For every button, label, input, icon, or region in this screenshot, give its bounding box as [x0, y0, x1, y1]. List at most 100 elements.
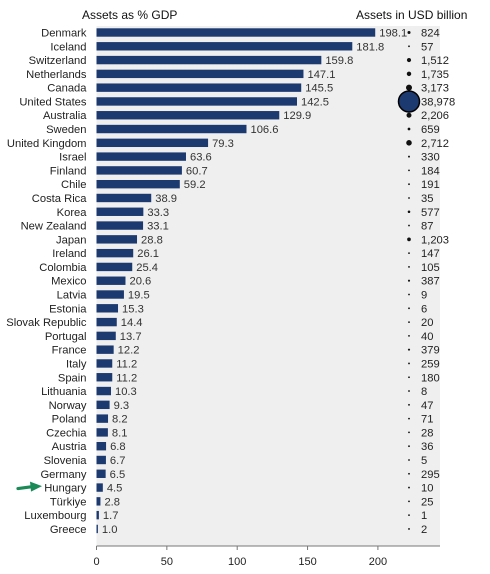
value-label: 159.8	[325, 55, 353, 67]
value-label: 28.8	[141, 234, 163, 246]
asset-label: 71	[421, 414, 433, 426]
category-label: Finland	[50, 165, 87, 177]
asset-bubble	[408, 169, 410, 172]
value-label: 11.2	[116, 358, 137, 370]
bar	[96, 248, 134, 258]
x-tick-label: 150	[298, 556, 316, 568]
asset-label: 2,712	[421, 138, 449, 150]
asset-label: 147	[421, 248, 440, 260]
chart-title: Assets as % GDP	[82, 8, 177, 22]
category-label: Mexico	[51, 276, 86, 288]
asset-bubble	[407, 348, 411, 351]
bar	[96, 455, 106, 465]
asset-label: 180	[421, 372, 440, 384]
value-label: 79.3	[212, 138, 234, 150]
asset-label: 35	[421, 193, 433, 205]
category-label: Australia	[43, 110, 87, 122]
asset-label: 28	[421, 427, 433, 439]
bar	[96, 483, 103, 492]
value-label: 60.7	[186, 165, 208, 177]
value-label: 147.1	[307, 69, 335, 81]
asset-labels-group: 824571,5121,7353,17338,9782,2066592,7123…	[421, 28, 455, 536]
x-tick-label: 200	[369, 556, 387, 568]
asset-bubble	[408, 486, 410, 489]
value-label: 8.1	[112, 427, 128, 439]
value-label: 13.7	[120, 331, 142, 343]
category-label: United States	[19, 96, 87, 108]
asset-bubble	[408, 390, 410, 392]
asset-bubble	[408, 197, 410, 199]
value-label: 6.5	[110, 469, 126, 481]
category-label: France	[52, 345, 87, 357]
asset-bubble	[408, 376, 410, 379]
asset-label: 2,206	[421, 110, 449, 122]
bar	[96, 373, 113, 382]
category-label: Netherlands	[26, 69, 87, 81]
x-tick-label: 0	[93, 556, 99, 568]
category-label: Italy	[66, 358, 87, 370]
category-label: Sweden	[46, 124, 86, 136]
category-label: Canada	[47, 83, 87, 95]
value-label: 14.4	[121, 317, 143, 329]
value-label: 6.8	[110, 441, 126, 453]
asset-bubble	[408, 307, 410, 310]
value-label: 9.3	[114, 400, 130, 412]
asset-bubble	[408, 500, 410, 503]
category-label: Poland	[52, 414, 87, 426]
category-label: Korea	[57, 207, 88, 219]
bar	[96, 179, 180, 189]
value-label: 38.9	[155, 193, 177, 205]
asset-bubble	[406, 71, 412, 77]
asset-bubble	[408, 403, 410, 406]
asset-label: 57	[421, 41, 433, 53]
bar	[96, 442, 107, 451]
asset-label: 36	[421, 441, 433, 453]
category-label: Lithuania	[41, 386, 87, 398]
value-label: 106.6	[250, 124, 278, 136]
value-label: 4.5	[107, 483, 123, 495]
value-label: 15.3	[122, 303, 144, 315]
asset-bubble	[408, 417, 410, 420]
value-label: 8.2	[112, 414, 128, 426]
bar	[96, 69, 304, 79]
bar	[96, 97, 297, 106]
value-label: 20.6	[129, 276, 151, 288]
bar	[96, 290, 124, 299]
asset-label: 87	[421, 221, 433, 233]
bar	[96, 497, 101, 506]
asset-label: 295	[421, 469, 440, 481]
asset-label: 47	[421, 400, 433, 412]
category-label: New Zealand	[21, 221, 87, 233]
asset-bubble	[406, 58, 412, 63]
category-label: Israel	[59, 152, 86, 164]
value-label: 26.1	[137, 248, 159, 260]
value-label: 1.0	[102, 524, 118, 536]
bar	[96, 138, 209, 148]
asset-label: 5	[421, 455, 427, 467]
value-label: 145.5	[305, 83, 333, 95]
asset-label: 259	[421, 358, 440, 370]
asset-label: 9	[421, 290, 427, 302]
asset-label: 330	[421, 152, 440, 164]
value-label: 25.4	[136, 262, 158, 274]
asset-bubbles-group	[397, 30, 421, 530]
bar	[96, 166, 182, 175]
asset-bubble	[408, 445, 410, 448]
asset-label: 184	[421, 165, 440, 177]
bar	[96, 317, 117, 327]
asset-bubble	[408, 266, 410, 268]
bar	[96, 42, 353, 51]
asset-bubble	[408, 528, 410, 530]
asset-bubble	[408, 514, 410, 517]
asset-label: 105	[421, 262, 440, 274]
asset-bubble	[407, 279, 411, 282]
assets-column-title: Assets in USD billion	[356, 8, 467, 22]
asset-label: 1,512	[421, 55, 449, 67]
asset-label: 824	[421, 28, 440, 40]
value-label: 181.8	[356, 41, 384, 53]
asset-label: 2	[421, 524, 427, 536]
value-label: 63.6	[190, 152, 212, 164]
value-label: 129.9	[283, 110, 311, 122]
bar	[96, 262, 133, 272]
